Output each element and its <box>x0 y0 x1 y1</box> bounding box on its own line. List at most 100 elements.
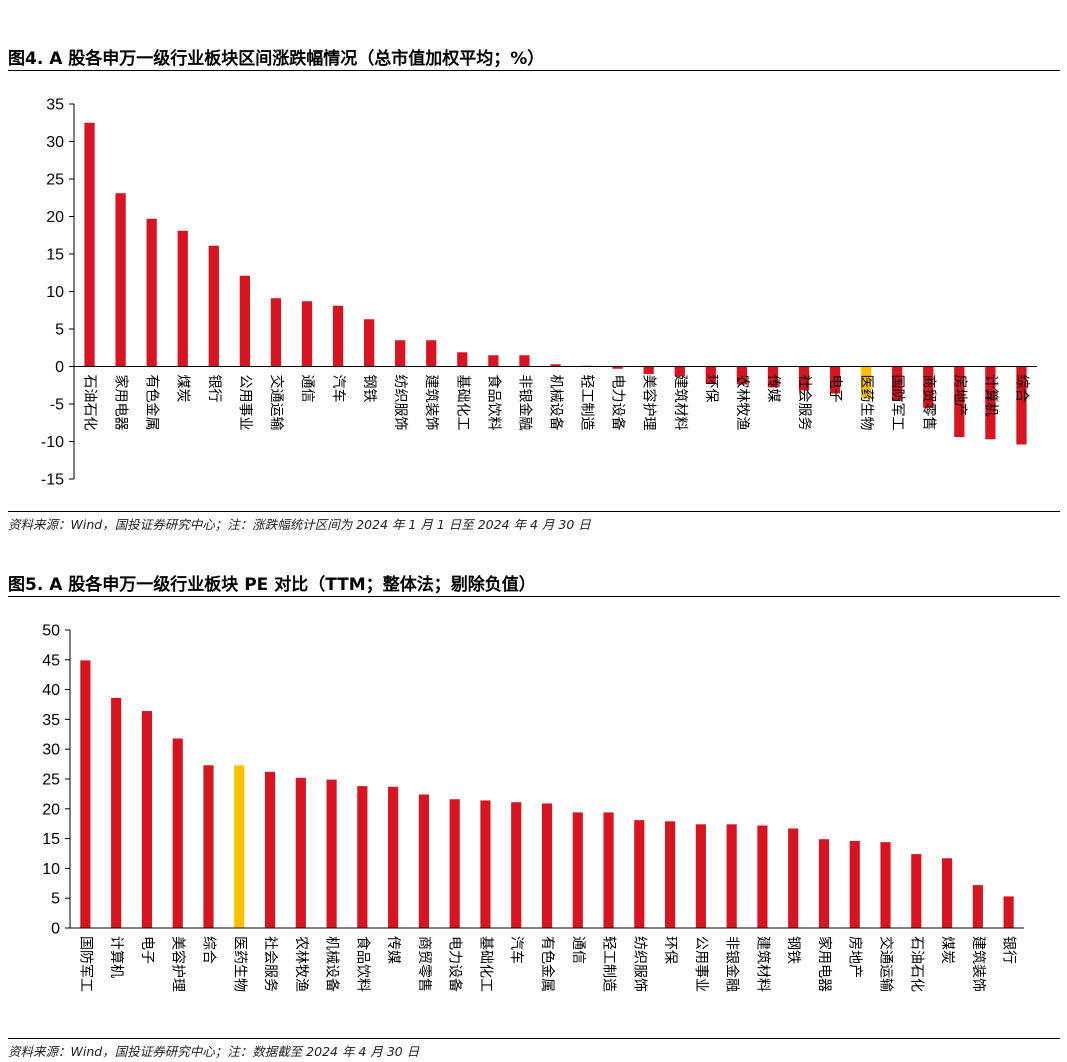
y-tick-label: 10 <box>42 861 60 878</box>
x-category-label: 电力设备 <box>610 375 627 431</box>
x-category-label: 医药生物 <box>858 375 874 431</box>
bar-15 <box>511 802 522 928</box>
x-category-label: 农林牧渔 <box>734 375 750 431</box>
bar-2 <box>111 697 122 928</box>
x-category-label: 石油石化 <box>82 375 98 431</box>
x-category-label: 建筑装饰 <box>970 936 986 992</box>
figure-4-source-note: 资料来源：Wind，国投证券研究中心；注：涨跌幅统计区间为 2024 年 1 月… <box>8 517 591 532</box>
bar-24 <box>798 366 810 391</box>
x-category-label: 环保 <box>703 375 719 403</box>
bar-7 <box>270 298 282 367</box>
x-category-label: 钢铁 <box>785 936 801 964</box>
x-category-label: 环保 <box>662 936 678 964</box>
x-category-label: 家用电器 <box>113 375 130 431</box>
bar-7 <box>264 771 276 928</box>
figure-5-title: 图5. A 股各申万一级行业板块 PE 对比（TTM；整体法；剔除负值） <box>8 575 536 595</box>
y-tick-label: 0 <box>51 921 60 938</box>
bar-24 <box>788 828 799 928</box>
x-category-label: 煤炭 <box>939 936 955 964</box>
bar-31 <box>1003 896 1014 928</box>
x-category-label: 食品饮料 <box>485 375 502 431</box>
y-tick-label: -5 <box>50 397 64 414</box>
y-tick-label: 25 <box>42 772 60 789</box>
x-category-label: 社会服务 <box>262 936 278 992</box>
x-category-label: 电力设备 <box>447 936 464 992</box>
x-category-label: 机械设备 <box>548 375 565 431</box>
bar-8 <box>301 301 313 367</box>
x-category-label: 综合 <box>200 936 216 964</box>
x-category-label: 基础化工 <box>454 375 471 431</box>
bar-12 <box>426 340 437 367</box>
bar-18 <box>612 366 623 369</box>
bar-3 <box>141 711 153 928</box>
bar-8 <box>295 777 306 928</box>
x-category-label: 基础化工 <box>477 936 494 992</box>
figure-4-bar-chart: -15 -10 -5 0 5 10 15 20 25 30 35 石油石化 家用电器 有色金属 煤炭 银行 公用… <box>41 97 1037 489</box>
bar-26 <box>849 840 860 928</box>
y-tick-label: -10 <box>41 434 64 451</box>
x-category-label: 建筑材料 <box>672 375 688 431</box>
bar-19 <box>634 820 645 928</box>
bar-14 <box>488 355 499 367</box>
x-category-label: 房地产 <box>847 936 863 978</box>
bar-16 <box>550 364 561 367</box>
x-category-label: 社会服务 <box>796 375 812 431</box>
bar-29 <box>941 858 953 928</box>
figure-4-bottom-rule <box>8 511 1060 512</box>
x-category-label: 食品饮料 <box>354 936 371 992</box>
x-category-label: 传媒 <box>385 936 401 964</box>
y-tick-label: -15 <box>41 472 64 489</box>
x-category-label: 商贸零售 <box>416 936 432 992</box>
bar-11 <box>388 786 399 928</box>
x-category-label: 通信 <box>299 375 315 403</box>
bar-10 <box>363 319 375 367</box>
bar-14 <box>480 800 491 928</box>
y-tick-label: 45 <box>42 652 60 669</box>
bar-6 <box>239 275 250 367</box>
bar-23 <box>757 825 768 928</box>
x-category-label: 传媒 <box>765 375 781 403</box>
x-category-label: 有色金属 <box>144 375 161 431</box>
x-category-label: 建筑材料 <box>754 936 770 992</box>
x-category-label: 农林牧渔 <box>293 936 309 992</box>
bar-2 <box>115 193 126 367</box>
bar-31 <box>1016 366 1027 445</box>
x-category-label: 汽车 <box>508 936 525 964</box>
bar-23 <box>767 366 779 388</box>
bar-12 <box>418 794 429 928</box>
figure-5-bottom-rule <box>8 1038 1060 1039</box>
bar-28 <box>911 854 922 928</box>
y-tick-label: 5 <box>55 322 64 339</box>
y-tick-label: 0 <box>55 359 64 376</box>
x-category-label: 钢铁 <box>361 375 377 403</box>
bar-30 <box>972 885 983 928</box>
bar-17 <box>572 812 583 928</box>
bar-3 <box>146 218 157 367</box>
x-category-label: 煤炭 <box>175 375 191 403</box>
bar-9 <box>326 779 337 928</box>
x-category-label: 轻工制造 <box>601 936 617 992</box>
bar-4 <box>172 738 183 928</box>
x-category-label: 机械设备 <box>324 936 341 992</box>
bar-25 <box>818 839 830 928</box>
y-tick-label: 40 <box>42 682 60 699</box>
y-tick-label: 30 <box>42 742 60 759</box>
bar-21 <box>695 824 706 928</box>
bar-13 <box>457 352 468 367</box>
y-tick-label: 25 <box>46 172 64 189</box>
x-category-label: 电子 <box>827 375 843 403</box>
x-category-label: 电子 <box>139 936 155 964</box>
bar-26 <box>861 366 872 399</box>
bar-1 <box>80 660 91 928</box>
figure-5-source-note: 资料来源：Wind，国投证券研究中心；注：数据截至 2024 年 4 月 30 … <box>8 1044 420 1059</box>
bar-5 <box>203 765 214 928</box>
x-category-label: 计算机 <box>108 936 124 978</box>
bar-18 <box>603 812 614 928</box>
bar-13 <box>449 799 460 928</box>
x-category-label: 美容护理 <box>641 375 658 431</box>
y-tick-label: 10 <box>46 284 64 301</box>
x-category-label: 国防军工 <box>889 375 905 431</box>
x-category-label: 汽车 <box>330 375 347 403</box>
x-category-label: 交通运输 <box>268 375 285 431</box>
bar-20 <box>665 821 676 928</box>
